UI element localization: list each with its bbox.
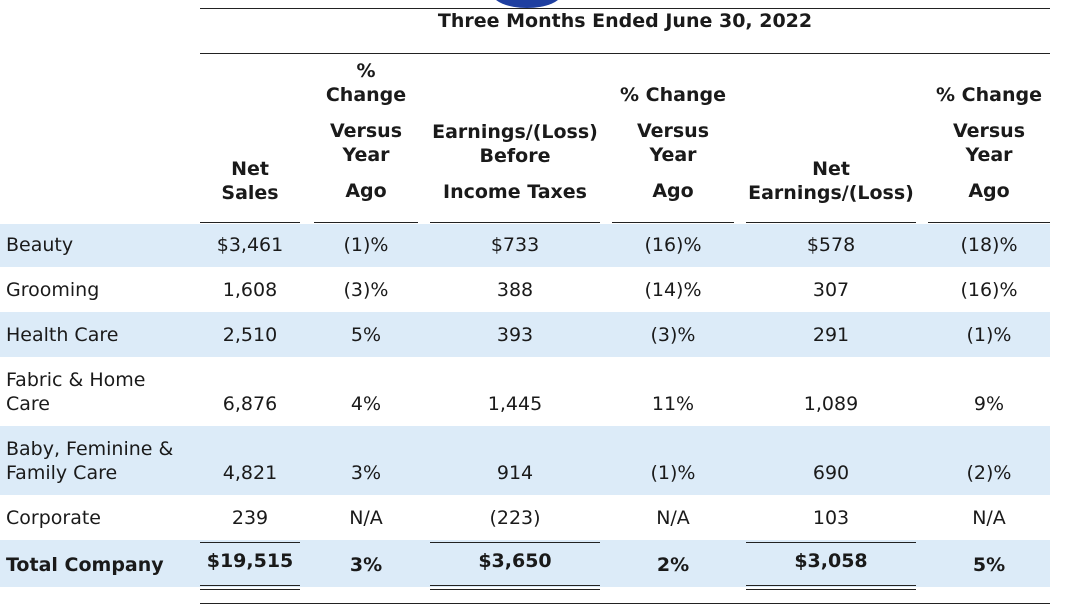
table-top-rule bbox=[200, 8, 1050, 9]
total-rule bbox=[430, 542, 600, 543]
segment-label: Total Company bbox=[6, 554, 164, 576]
net-earnings-cell: 103 bbox=[812, 507, 850, 529]
ebit-cell: $3,650 bbox=[478, 550, 552, 572]
segment-label: Baby, Feminine & Family Care bbox=[6, 438, 174, 484]
net-earnings-cell: $3,058 bbox=[794, 550, 868, 572]
ebit-change-cell: 2% bbox=[656, 554, 690, 576]
net-earnings-change-cell: (1)% bbox=[966, 324, 1012, 346]
net-earnings-change-cell: (16)% bbox=[960, 279, 1018, 301]
header-rule bbox=[200, 222, 300, 223]
header-rule bbox=[746, 222, 916, 223]
net-earnings-change-cell: (18)% bbox=[960, 234, 1018, 256]
table-row-total: Total Company $19,515 3% $3,650 2% $3,05… bbox=[0, 540, 1050, 587]
table-row: Health Care 2,510 5% 393 (3)% 291 (1)% bbox=[0, 312, 1050, 357]
net-sales-cell: 6,876 bbox=[222, 393, 278, 415]
ebit-change-cell: (1)% bbox=[650, 462, 696, 484]
net-earnings-change-cell: (2)% bbox=[966, 462, 1012, 484]
segment-label: Grooming bbox=[6, 279, 100, 301]
ebit-change-cell: 11% bbox=[651, 393, 695, 415]
net-earnings-change-cell: 9% bbox=[973, 393, 1005, 415]
table-row: Fabric & Home Care 6,876 4% 1,445 11% 1,… bbox=[0, 357, 1050, 426]
net-sales-change-cell: 3% bbox=[349, 554, 383, 576]
period-title: Three Months Ended June 30, 2022 bbox=[437, 10, 813, 32]
net-earnings-cell: $578 bbox=[806, 234, 856, 256]
header-rule bbox=[928, 222, 1050, 223]
column-header-net-sales-change: % Change Versus Year Ago bbox=[325, 60, 407, 202]
table-row: Grooming 1,608 (3)% 388 (14)% 307 (16)% bbox=[0, 267, 1050, 312]
ebit-change-cell: (3)% bbox=[650, 324, 696, 346]
ebit-cell: 1,445 bbox=[487, 393, 543, 415]
total-rule bbox=[200, 542, 300, 543]
net-sales-change-cell: (1)% bbox=[343, 234, 389, 256]
ebit-change-cell: N/A bbox=[656, 507, 690, 529]
net-earnings-cell: 291 bbox=[812, 324, 850, 346]
ebit-cell: (223) bbox=[489, 507, 541, 529]
segment-label: Fabric & Home Care bbox=[6, 369, 146, 415]
ebit-change-cell: (14)% bbox=[644, 279, 702, 301]
net-sales-change-cell: 5% bbox=[350, 324, 382, 346]
net-earnings-cell: 690 bbox=[812, 462, 850, 484]
period-title-rule bbox=[200, 53, 1050, 54]
segment-label: Beauty bbox=[6, 234, 74, 256]
net-earnings-change-cell: 5% bbox=[972, 554, 1006, 576]
column-header-net-earnings: Net Earnings/(Loss) bbox=[748, 158, 914, 204]
net-sales-change-cell: N/A bbox=[349, 507, 383, 529]
ebit-change-cell: (16)% bbox=[644, 234, 702, 256]
net-sales-cell: 1,608 bbox=[222, 279, 278, 301]
column-header-earnings-before-taxes: Earnings/(Loss) Before Income Taxes bbox=[432, 121, 598, 203]
table-row: Beauty $3,461 (1)% $733 (16)% $578 (18)% bbox=[0, 224, 1050, 267]
header-rule bbox=[430, 222, 600, 223]
header-rule bbox=[314, 222, 418, 223]
table-row: Baby, Feminine & Family Care 4,821 3% 91… bbox=[0, 426, 1050, 495]
net-sales-cell: 239 bbox=[231, 507, 269, 529]
double-rule bbox=[200, 585, 300, 590]
column-header-net-earnings-change: % Change Versus Year Ago bbox=[936, 84, 1042, 202]
ebit-cell: 914 bbox=[496, 462, 534, 484]
double-rule bbox=[430, 585, 600, 590]
net-earnings-change-cell: N/A bbox=[972, 507, 1006, 529]
net-sales-cell: $19,515 bbox=[206, 550, 294, 572]
column-header-ebit-change: % Change Versus Year Ago bbox=[620, 84, 726, 202]
ebit-cell: 388 bbox=[496, 279, 534, 301]
net-sales-change-cell: (3)% bbox=[343, 279, 389, 301]
logo-icon bbox=[492, 0, 562, 8]
ebit-cell: $733 bbox=[490, 234, 540, 256]
net-sales-cell: 4,821 bbox=[222, 462, 278, 484]
total-rule bbox=[746, 542, 916, 543]
net-sales-change-cell: 3% bbox=[350, 462, 382, 484]
net-sales-change-cell: 4% bbox=[350, 393, 382, 415]
column-header-net-sales: Net Sales bbox=[221, 158, 279, 204]
net-earnings-cell: 307 bbox=[812, 279, 850, 301]
double-rule bbox=[746, 585, 916, 590]
net-earnings-cell: 1,089 bbox=[803, 393, 859, 415]
segment-label: Corporate bbox=[6, 507, 101, 529]
net-sales-cell: 2,510 bbox=[222, 324, 278, 346]
net-sales-cell: $3,461 bbox=[216, 234, 284, 256]
ebit-cell: 393 bbox=[496, 324, 534, 346]
table-bottom-rule bbox=[200, 603, 1050, 604]
header-rule bbox=[612, 222, 734, 223]
segment-label: Health Care bbox=[6, 324, 119, 346]
table-row: Corporate 239 N/A (223) N/A 103 N/A bbox=[0, 495, 1050, 540]
